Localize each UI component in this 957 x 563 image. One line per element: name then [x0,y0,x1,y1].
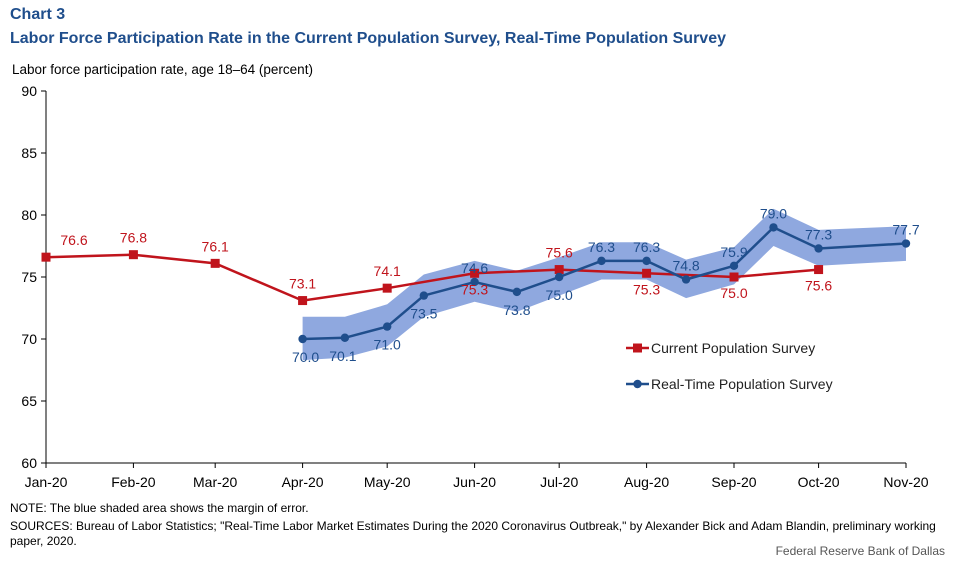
rtps-data-point [298,334,307,344]
rtps-data-label: 70.1 [329,348,356,364]
y-axis-title: Labor force participation rate, age 18–6… [12,62,313,77]
rtps-data-point [729,261,739,271]
chart-sources: SOURCES: Bureau of Labor Statistics; "Re… [10,519,936,548]
cps-data-point [382,283,392,293]
rtps-data-label: 77.7 [892,222,919,238]
rtps-data-label: 74.8 [672,257,699,273]
rtps-data-label: 73.5 [410,306,437,322]
y-tick-label: 70 [21,331,37,347]
rtps-data-label: 77.3 [805,226,832,242]
x-tick-label: Jul-20 [540,474,578,490]
cps-data-label: 76.8 [120,230,147,246]
rtps-data-point [419,291,429,300]
series-line-current-population-survey [45,253,819,302]
x-tick-label: Jan-20 [25,474,68,490]
cps-data-point [298,296,308,306]
rtps-data-point [814,244,823,253]
x-tick-label: Mar-20 [193,474,238,490]
rtps-data-label: 71.0 [374,337,401,353]
x-tick-label: Aug-20 [624,474,669,490]
x-tick-label: Jun-20 [453,474,496,490]
rtps-data-point [681,275,691,284]
rtps-data-point [597,256,606,266]
rtps-data-point [470,277,479,287]
cps-data-point [729,272,739,282]
x-tick-label: Nov-20 [883,474,928,490]
rtps-data-label: 74.6 [461,260,488,276]
rtps-data-label: 70.0 [292,349,319,365]
x-tick-label: May-20 [364,474,411,490]
rtps-data-point [901,239,911,248]
rtps-data-label: 76.3 [588,239,615,255]
legend-label-cps: Current Population Survey [651,340,815,356]
cps-data-label: 74.1 [374,263,401,279]
cps-data-label: 75.3 [461,281,488,297]
legend-marker-rtps [633,379,642,389]
rtps-data-label: 75.9 [720,244,747,260]
cps-data-point [814,265,824,275]
x-tick-label: Oct-20 [798,474,840,490]
cps-data-point [128,250,138,260]
cps-data-label: 76.1 [202,238,229,254]
cps-data-point [642,268,652,278]
line-chart: 60 65 70 75 80 85 90 Jan-20 Feb-20 Mar-20 Apr-20 Ma… [21,83,928,490]
cps-data-point [210,258,220,268]
rtps-data-point [512,287,522,297]
rtps-data-point [554,272,564,282]
cps-data-label: 75.3 [633,281,660,297]
cps-data-label: 73.1 [289,276,316,292]
cps-data-point [41,252,51,262]
cps-data-label: 75.6 [546,245,573,261]
rtps-data-point [340,333,350,342]
cps-data-label: 75.6 [805,278,832,294]
rtps-data-point [769,223,778,232]
cps-data-label: 75.0 [720,285,747,301]
legend-marker-cps [633,343,642,353]
y-tick-label: 60 [21,455,37,471]
cps-data-label: 76.6 [60,232,87,248]
rtps-data-label: 76.3 [633,239,660,255]
chart-credit: Federal Reserve Bank of Dallas [775,544,945,558]
rtps-data-label: 73.8 [503,302,530,318]
x-tick-label: Sep-20 [711,474,756,490]
series-line-real-time-population-survey [302,225,907,341]
cps-data-point [554,265,564,275]
y-tick-label: 80 [21,207,37,223]
y-tick-label: 75 [21,269,37,285]
chart-note: NOTE: The blue shaded area shows the mar… [10,501,309,515]
y-tick-label: 90 [21,83,37,99]
rtps-data-point [382,322,392,331]
y-tick-label: 85 [21,145,37,161]
cps-data-point [470,268,480,278]
x-tick-label: Feb-20 [111,474,156,490]
chart-number: Chart 3 [10,6,66,23]
legend-label-rtps: Real-Time Population Survey [651,376,833,392]
rtps-data-label: 79.0 [760,205,787,221]
x-tick-label: Apr-20 [282,474,324,490]
y-tick-label: 65 [21,393,37,409]
rtps-data-label: 75.0 [546,287,573,303]
rtps-data-point [642,256,651,266]
chart-title: Labor Force Participation Rate in the Cu… [10,30,726,47]
